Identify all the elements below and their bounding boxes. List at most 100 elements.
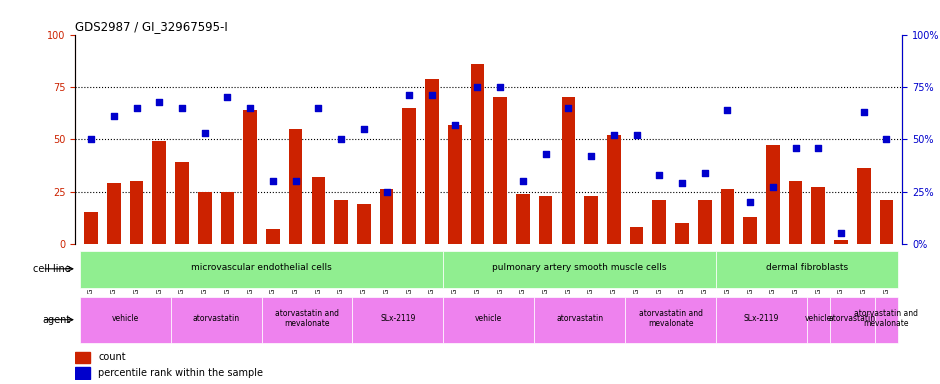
Text: atorvastatin: atorvastatin	[829, 314, 876, 323]
Bar	[585, 196, 598, 244]
Text: microvascular endothelial cells: microvascular endothelial cells	[191, 263, 332, 273]
Bar	[716, 297, 807, 343]
Text: cell line: cell line	[33, 264, 70, 274]
Bar	[744, 217, 757, 244]
Text: dermal fibroblasts: dermal fibroblasts	[766, 263, 848, 273]
Bar	[425, 78, 439, 244]
Point	[356, 126, 371, 132]
Point	[515, 178, 530, 184]
Point	[401, 92, 416, 98]
Bar	[261, 297, 352, 343]
Point	[606, 132, 621, 138]
Bar	[243, 110, 257, 244]
Point	[856, 109, 871, 115]
Point	[220, 94, 235, 101]
Bar	[107, 183, 120, 244]
Bar	[444, 251, 716, 288]
Bar	[857, 169, 870, 244]
Bar	[80, 251, 444, 288]
Bar	[335, 200, 348, 244]
Point	[334, 136, 349, 142]
Text: vehicle: vehicle	[112, 314, 139, 323]
Bar	[534, 297, 625, 343]
Point	[197, 130, 212, 136]
Bar	[811, 187, 825, 244]
Point	[151, 98, 166, 104]
Bar	[152, 141, 166, 244]
Text: atorvastatin: atorvastatin	[556, 314, 603, 323]
Bar	[630, 227, 643, 244]
Bar	[311, 177, 325, 244]
Bar	[721, 189, 734, 244]
Point	[674, 180, 689, 186]
Text: percentile rank within the sample: percentile rank within the sample	[99, 368, 263, 378]
Bar	[834, 240, 848, 244]
Point	[425, 92, 440, 98]
Bar	[380, 189, 393, 244]
Bar	[607, 135, 620, 244]
Text: atorvastatin and
mevalonate: atorvastatin and mevalonate	[854, 309, 918, 328]
Bar	[561, 98, 575, 244]
Text: GDS2987 / GI_32967595-I: GDS2987 / GI_32967595-I	[75, 20, 227, 33]
Point	[788, 144, 803, 151]
Bar	[875, 297, 898, 343]
Point	[106, 113, 121, 119]
Text: atorvastatin and
mevalonate: atorvastatin and mevalonate	[275, 309, 339, 328]
Bar	[716, 251, 898, 288]
Bar	[516, 194, 530, 244]
Point	[447, 121, 462, 127]
Bar	[539, 196, 553, 244]
Bar	[289, 129, 303, 244]
Bar	[444, 297, 534, 343]
Bar	[766, 146, 779, 244]
Point	[743, 199, 758, 205]
Point	[720, 107, 735, 113]
Bar	[697, 200, 712, 244]
Point	[765, 184, 780, 190]
Text: atorvastatin: atorvastatin	[193, 314, 240, 323]
Bar	[471, 64, 484, 244]
Point	[84, 136, 99, 142]
Bar	[75, 367, 90, 379]
Bar	[402, 108, 416, 244]
Point	[697, 170, 713, 176]
Point	[629, 132, 644, 138]
Point	[265, 178, 280, 184]
Text: vehicle: vehicle	[805, 314, 832, 323]
Bar	[625, 297, 716, 343]
Bar	[447, 124, 462, 244]
Point	[879, 136, 894, 142]
Text: SLx-2119: SLx-2119	[744, 314, 779, 323]
Bar	[652, 200, 666, 244]
Point	[651, 172, 666, 178]
Bar	[352, 297, 444, 343]
Bar	[357, 204, 370, 244]
Text: agent: agent	[42, 314, 70, 325]
Point	[561, 105, 576, 111]
Bar	[494, 98, 507, 244]
Point	[493, 84, 508, 90]
Text: SLx-2119: SLx-2119	[380, 314, 415, 323]
Point	[175, 105, 190, 111]
Bar	[675, 223, 689, 244]
Bar	[85, 212, 98, 244]
Point	[129, 105, 144, 111]
Point	[538, 151, 553, 157]
Bar	[221, 192, 234, 244]
Text: pulmonary artery smooth muscle cells: pulmonary artery smooth muscle cells	[493, 263, 667, 273]
Bar	[830, 297, 875, 343]
Bar	[80, 297, 171, 343]
Bar	[266, 229, 280, 244]
Text: atorvastatin and
mevalonate: atorvastatin and mevalonate	[638, 309, 702, 328]
Text: count: count	[99, 353, 126, 362]
Point	[470, 84, 485, 90]
Bar	[880, 200, 893, 244]
Point	[311, 105, 326, 111]
Bar	[130, 181, 144, 244]
Bar	[175, 162, 189, 244]
Bar	[198, 192, 212, 244]
Point	[379, 189, 394, 195]
Point	[243, 105, 258, 111]
Point	[811, 144, 826, 151]
Text: vehicle: vehicle	[476, 314, 502, 323]
